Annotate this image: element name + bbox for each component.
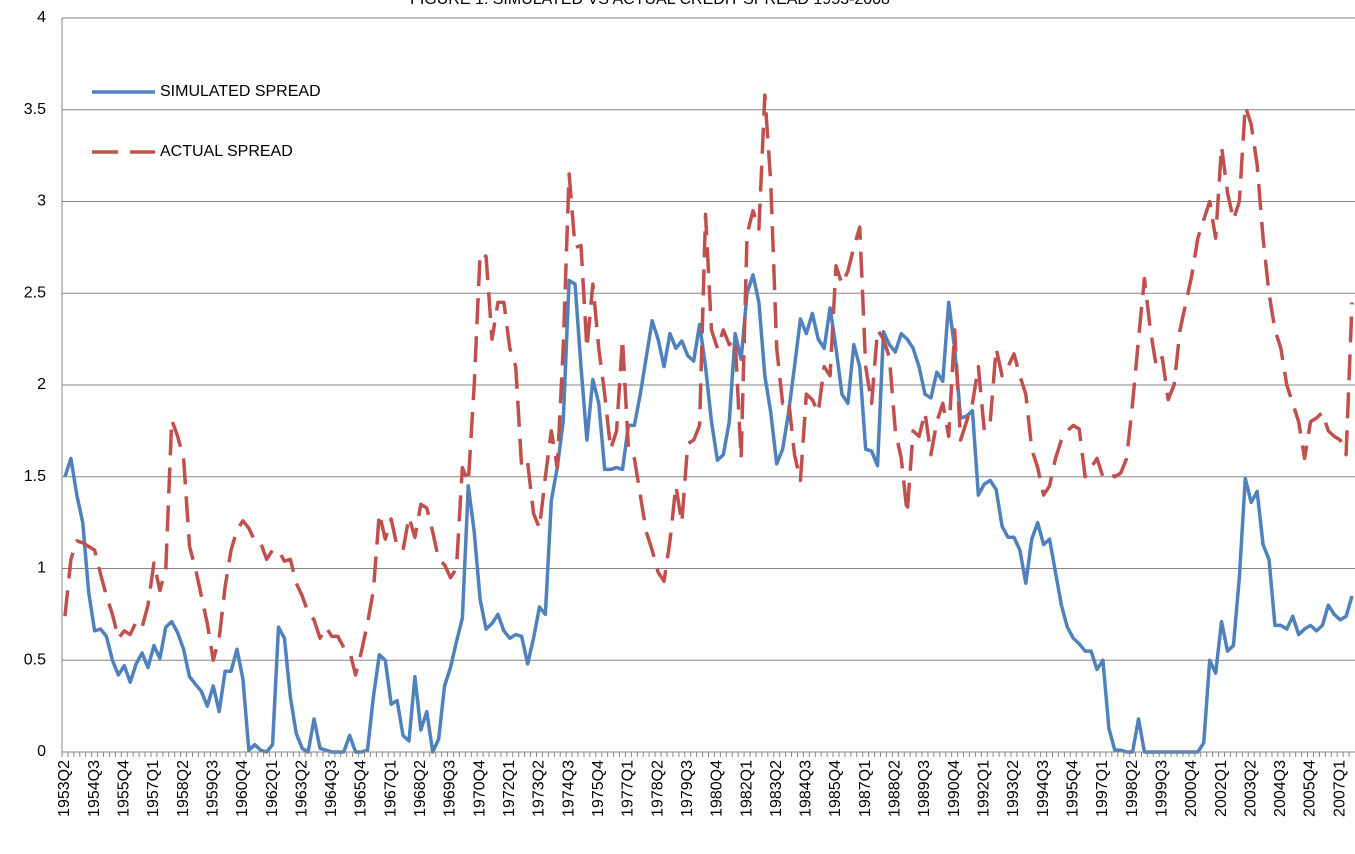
x-tick-label: 1970Q4 (471, 760, 488, 817)
x-tick-label: 1965Q4 (353, 760, 370, 817)
x-tick-label: 1975Q4 (590, 760, 607, 817)
x-tick-label: 1955Q4 (115, 760, 132, 817)
x-tick-label: 1969Q3 (442, 760, 459, 817)
x-tick-label: 2007Q1 (1331, 760, 1348, 817)
x-tick-label: 1957Q1 (145, 760, 162, 817)
series-line (63, 273, 1354, 754)
y-tick-label: 0 (37, 743, 46, 760)
x-tick-label: 1954Q3 (86, 760, 103, 817)
x-tick-label: 1987Q1 (857, 760, 874, 817)
x-tick-label: 1992Q1 (976, 760, 993, 817)
x-tick-label: 1993Q2 (1005, 760, 1022, 817)
y-tick-label: 4 (37, 9, 46, 26)
x-tick-label: 1964Q3 (323, 760, 340, 817)
x-tick-label: 1984Q3 (798, 760, 815, 817)
y-tick-label: 2.5 (24, 284, 46, 301)
x-tick-label: 1963Q2 (293, 760, 310, 817)
x-tick-label: 1983Q2 (768, 760, 785, 817)
y-tick-label: 2 (37, 376, 46, 393)
series-line (63, 93, 1354, 677)
x-tick-label: 1960Q4 (234, 760, 251, 817)
x-tick-label: 1985Q4 (827, 760, 844, 817)
x-tick-label: 1959Q3 (204, 760, 221, 817)
x-tick-label: 1980Q4 (709, 760, 726, 817)
x-tick-label: 1990Q4 (946, 760, 963, 817)
x-tick-label: 2000Q4 (1183, 760, 1200, 817)
x-tick-label: 1953Q2 (56, 760, 73, 817)
x-tick-label: 2003Q2 (1242, 760, 1259, 817)
x-tick-label: 1994Q3 (1035, 760, 1052, 817)
legend-label: SIMULATED SPREAD (160, 83, 321, 100)
x-tick-label: 2004Q3 (1272, 760, 1289, 817)
x-tick-label: 1998Q2 (1124, 760, 1141, 817)
x-tick-label: 1979Q3 (679, 760, 696, 817)
chart-title: FIGURE 1: SIMULATED VS ACTUAL CREDIT SPR… (410, 0, 890, 8)
x-tick-label: 1973Q2 (531, 760, 548, 817)
y-tick-label: 3.5 (24, 101, 46, 118)
x-tick-label: 2002Q1 (1213, 760, 1230, 817)
x-tick-label: 1972Q1 (501, 760, 518, 817)
x-tick-label: 1997Q1 (1094, 760, 1111, 817)
legend-label: ACTUAL SPREAD (160, 143, 293, 160)
x-tick-label: 1995Q4 (1064, 760, 1081, 817)
x-tick-label: 1962Q1 (264, 760, 281, 817)
x-tick-label: 1978Q2 (649, 760, 666, 817)
y-tick-label: 1.5 (24, 468, 46, 485)
x-tick-label: 1974Q3 (560, 760, 577, 817)
x-tick-label: 1982Q1 (738, 760, 755, 817)
y-tick-label: 0.5 (24, 651, 46, 668)
x-tick-label: 1977Q1 (620, 760, 637, 817)
x-tick-label: 1967Q1 (382, 760, 399, 817)
y-tick-label: 1 (37, 560, 46, 577)
x-tick-label: 1999Q3 (1153, 760, 1170, 817)
x-tick-label: 1958Q2 (175, 760, 192, 817)
x-tick-label: 1988Q2 (887, 760, 904, 817)
x-tick-label: 2005Q4 (1302, 760, 1319, 817)
x-tick-label: 1989Q3 (916, 760, 933, 817)
x-tick-label: 1968Q2 (412, 760, 429, 817)
y-tick-label: 3 (37, 193, 46, 210)
